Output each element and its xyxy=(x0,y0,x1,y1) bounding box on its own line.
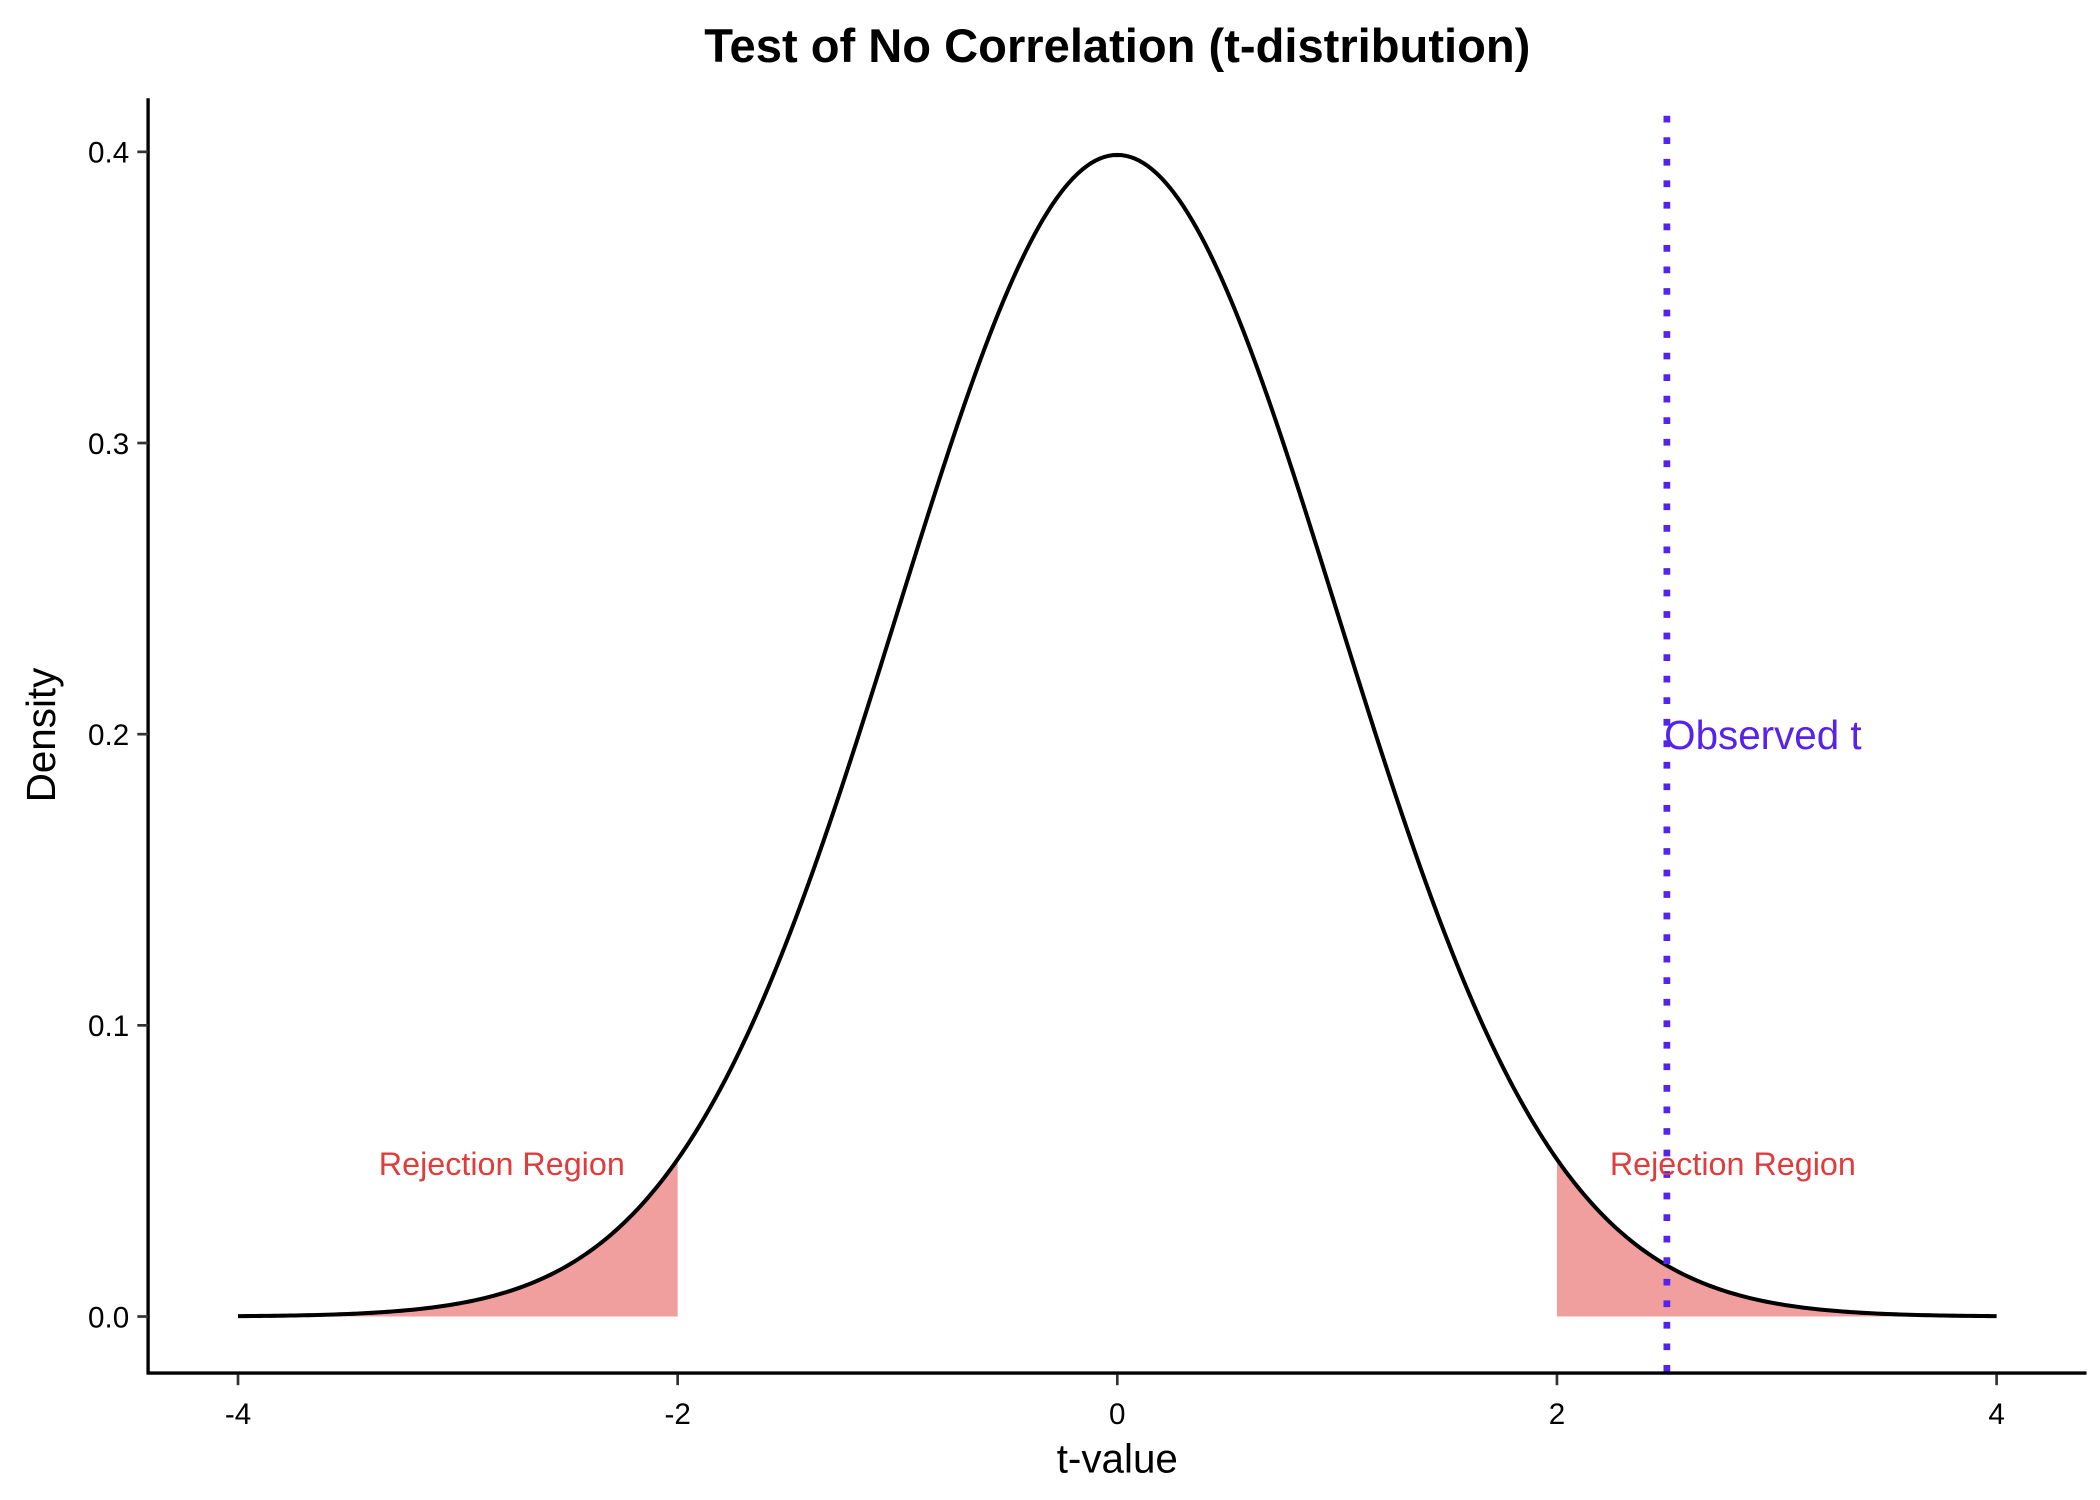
x-tick-label: -4 xyxy=(225,1398,251,1431)
x-axis-label: t-value xyxy=(1057,1436,1178,1482)
x-tick-label: 0 xyxy=(1109,1398,1125,1431)
observed-t-label: Observed t xyxy=(1664,712,1861,758)
chart-title: Test of No Correlation (t-distribution) xyxy=(704,19,1530,72)
y-tick-label: 0.1 xyxy=(88,1010,129,1043)
x-tick-label: 2 xyxy=(1549,1398,1565,1431)
y-axis-label: Density xyxy=(18,667,64,802)
density-curve xyxy=(237,152,1997,1319)
y-tick-label: 0.0 xyxy=(88,1301,129,1334)
rejection-region-label-right: Rejection Region xyxy=(1610,1146,1856,1182)
x-tick-label: -2 xyxy=(664,1398,690,1431)
rejection-regions xyxy=(238,1159,1997,1317)
rejection-region-right xyxy=(1556,1159,1997,1317)
x-axis-ticks: -4 -2 0 2 4 xyxy=(225,1374,2005,1431)
x-tick-label: 4 xyxy=(1988,1398,2004,1431)
y-tick-label: 0.3 xyxy=(88,428,129,461)
y-axis-ticks: 0.0 0.1 0.2 0.3 0.4 xyxy=(88,137,149,1334)
rejection-region-label-left: Rejection Region xyxy=(379,1146,625,1182)
y-tick-label: 0.4 xyxy=(88,137,129,170)
y-tick-label: 0.2 xyxy=(88,719,129,752)
rejection-region-left xyxy=(238,1159,678,1317)
